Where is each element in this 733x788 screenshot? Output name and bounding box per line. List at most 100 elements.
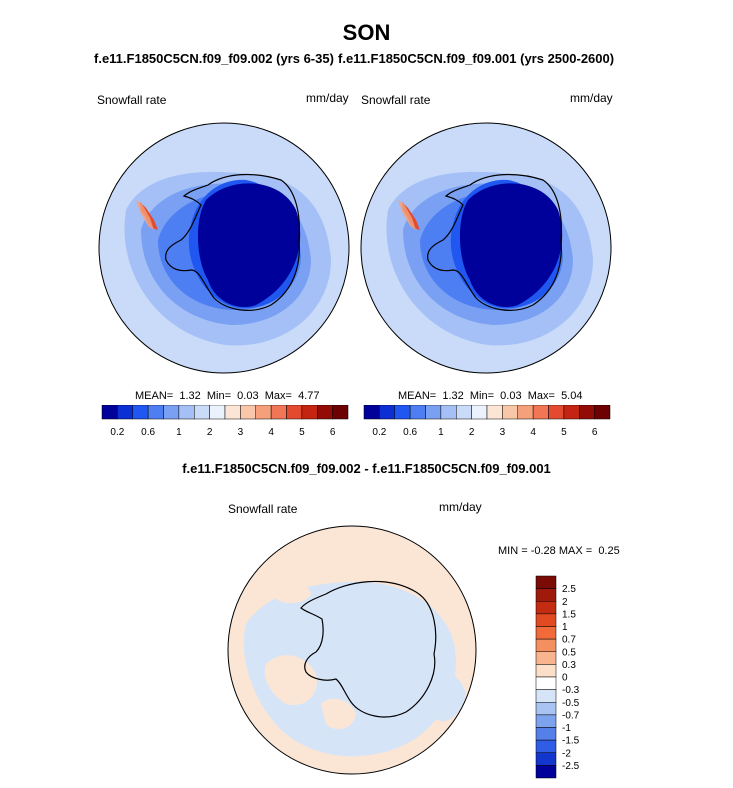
colorbar-tick-label: 0.5 (562, 647, 576, 658)
colorbar-swatch (240, 405, 256, 420)
diff-variable-label: Snowfall rate (228, 502, 298, 516)
colorbar-swatch (486, 405, 503, 420)
colorbar-swatch (379, 405, 395, 420)
colorbar-tick-label: 0.6 (141, 427, 155, 438)
colorbar-tick-label: -0.3 (562, 685, 580, 696)
colorbar-tick-label: 1.5 (562, 609, 576, 620)
colorbar-swatch (394, 405, 411, 420)
difference-polar-map (227, 525, 477, 775)
antarctica-high (197, 183, 301, 308)
colorbar-swatch (535, 651, 557, 665)
colorbar-swatch (502, 405, 518, 420)
colorbar-swatch (471, 405, 488, 420)
colorbar-tick-label: -1.5 (562, 736, 580, 747)
diff-warm-patch-3 (271, 578, 311, 604)
right-mean-value: 1.32 (442, 390, 464, 402)
left-mean-label: MEAN= (135, 390, 174, 402)
left-min-label: Min= (206, 390, 232, 402)
diff-min-value: -0.28 (530, 545, 556, 557)
left-min-value: 0.03 (237, 390, 259, 402)
diff-neutral-region (243, 581, 456, 757)
left-max-value: 4.77 (298, 390, 320, 402)
colorbar-swatch (255, 405, 272, 420)
colorbar-swatch (332, 405, 349, 420)
colorbar-swatch (535, 702, 557, 716)
colorbar-tick-label: 5 (561, 427, 567, 438)
colorbar-tick-label: 0.2 (372, 427, 386, 438)
diff-min-label: MIN = (498, 545, 528, 557)
colorbar-swatch (535, 739, 557, 753)
diff-warm-patch-2 (321, 698, 356, 730)
right-stats: MEAN= 1.32 Min= 0.03 Max= 5.04 (398, 390, 582, 402)
colorbar-tick-label: 2 (207, 427, 213, 438)
colorbar-tick-label: -1 (562, 723, 571, 734)
colorbar-swatch (535, 765, 557, 779)
colorbar-swatch (117, 405, 133, 420)
colorbar-tick-label: 3 (238, 427, 244, 438)
colorbar-swatch (563, 405, 580, 420)
right-max-value: 5.04 (561, 390, 583, 402)
colorbar-swatch (535, 638, 557, 652)
colorbar-swatch (209, 405, 226, 420)
colorbar-tick-label: 4 (268, 427, 274, 438)
colorbar-swatch (147, 405, 164, 420)
colorbar-swatch (535, 689, 557, 703)
colorbar-swatch (535, 676, 557, 690)
colorbar-swatch (101, 405, 118, 420)
diff-stats: MIN = -0.28 MAX = 0.25 (498, 545, 620, 557)
coastline (427, 173, 563, 311)
colorbar-swatch (224, 405, 241, 420)
left-polar-map (98, 122, 350, 374)
colorbar-tick-label: 0.2 (110, 427, 124, 438)
colorbar-swatch (535, 727, 557, 741)
antarctica-high (459, 183, 563, 308)
right-min-label: Min= (469, 390, 495, 402)
colorbar-swatch (163, 405, 180, 420)
colorbar-swatch (194, 405, 210, 420)
colorbar-tick-label: 2 (562, 597, 568, 608)
colorbar-tick-label: 5 (299, 427, 305, 438)
left-variable-label: Snowfall rate (97, 93, 167, 107)
colorbar-swatch (132, 405, 149, 420)
colorbar-swatch (535, 664, 557, 678)
colorbar-tick-label: -2 (562, 748, 571, 759)
colorbar-tick-label: 0.3 (562, 660, 576, 671)
colorbar-swatch (535, 601, 557, 615)
left-mean-value: 1.32 (179, 390, 201, 402)
colorbar-tick-label: 2.5 (562, 584, 576, 595)
colorbar-tick-label: -0.5 (562, 698, 580, 709)
colorbar-tick-label: 4 (530, 427, 536, 438)
colorbar-swatch (517, 405, 534, 420)
colorbar-swatch (535, 575, 557, 589)
colorbar-tick-label: 0.6 (403, 427, 417, 438)
left-stats: MEAN= 1.32 Min= 0.03 Max= 4.77 (135, 390, 319, 402)
colorbar-swatch (270, 405, 287, 420)
difference-title: f.e11.F1850C5CN.f09_f09.002 - f.e11.F185… (182, 461, 551, 476)
season-title: SON (342, 20, 391, 45)
colorbar-swatch (594, 405, 611, 420)
colorbar-swatch (548, 405, 565, 420)
colorbar-tick-label: 0 (562, 673, 568, 684)
diff-colorbar: 2.5 21.5 1 0.70.5 0.3 0-0.3 -0.5-0.7 -1 -1.5-2 -2… (535, 575, 580, 779)
left-max-label: Max= (264, 390, 292, 402)
colorbar-tick-label: 1 (438, 427, 444, 438)
colorbar-swatch (535, 714, 557, 728)
colorbar-swatch (178, 405, 195, 420)
left-case-title: f.e11.F1850C5CN.f09_f09.002 (yrs 6-35) (94, 51, 334, 66)
diff-units-label: mm/day (439, 500, 482, 514)
colorbar-swatch (579, 405, 595, 420)
left-colorbar: 0.2 0.6 1 2 3 4 5 6 (101, 405, 349, 438)
colorbar-swatch (535, 626, 557, 640)
colorbar-tick-label: 3 (500, 427, 506, 438)
colorbar-tick-label: 1 (562, 622, 568, 633)
colorbar-swatch (440, 405, 457, 420)
left-units-label: mm/day (306, 91, 349, 105)
peninsula-orange (136, 200, 154, 230)
colorbar-tick-label: 0.7 (562, 635, 576, 646)
diff-neutral-east (426, 670, 466, 722)
colorbar-tick-label: -2.5 (562, 761, 580, 772)
peninsula-orange (398, 200, 416, 230)
colorbar-swatch (535, 752, 557, 766)
colorbar-tick-label: 6 (330, 427, 336, 438)
diff-warm-patch-1 (264, 655, 317, 705)
